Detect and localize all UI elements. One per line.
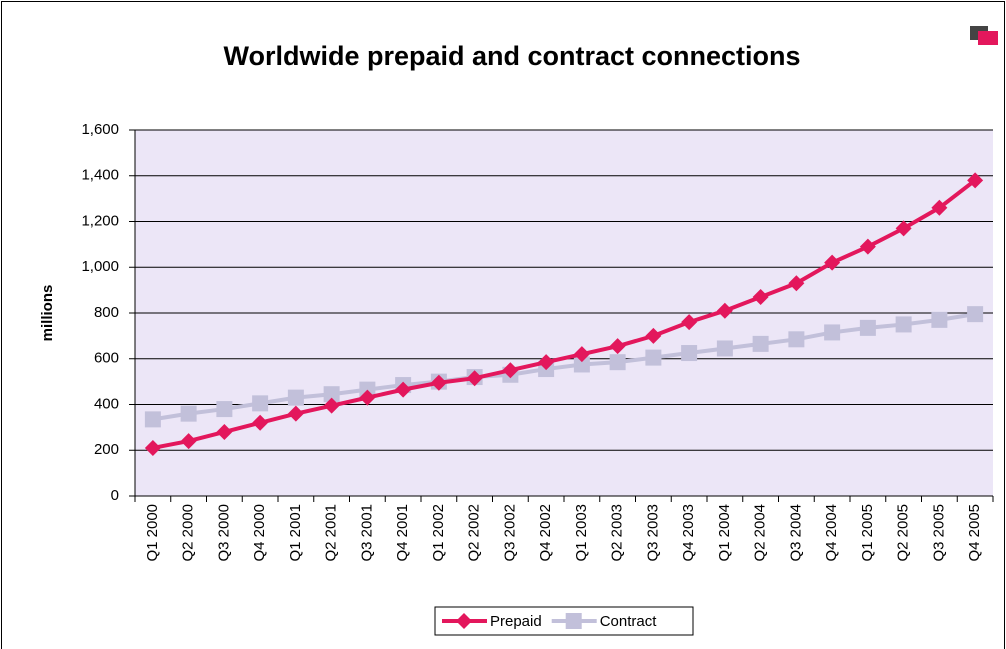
data-point: [752, 335, 769, 352]
x-tick-label: Q4 2001: [394, 504, 411, 562]
data-point: [931, 311, 948, 328]
data-point: [895, 316, 912, 333]
data-point: [359, 381, 376, 398]
y-axis-label: millions: [39, 285, 56, 342]
y-tick-label: 200: [94, 441, 119, 458]
data-point: [144, 411, 161, 428]
y-tick-label: 1,600: [81, 121, 119, 138]
data-point: [859, 319, 876, 336]
data-point: [859, 238, 876, 255]
data-point: [573, 356, 590, 373]
data-point: [287, 405, 304, 422]
data-point: [216, 423, 233, 440]
x-tick-label: Q2 2004: [752, 504, 769, 562]
legend-marker: [456, 613, 472, 629]
data-point: [716, 340, 733, 357]
x-tick-label: Q3 2001: [358, 504, 375, 562]
x-tick-label: Q3 2002: [501, 504, 518, 562]
data-point: [252, 414, 269, 431]
data-point: [180, 405, 197, 422]
data-point: [430, 374, 447, 391]
x-tick-label: Q2 2002: [466, 504, 483, 562]
x-tick-label: Q1 2002: [430, 504, 447, 562]
data-point: [466, 370, 483, 387]
x-tick-label: Q3 2000: [215, 504, 232, 562]
legend-label: Prepaid: [490, 613, 542, 630]
legend: Prepaid Contract: [434, 606, 694, 636]
y-tick-label: 1,000: [81, 258, 119, 275]
data-point: [681, 314, 698, 331]
data-point: [502, 362, 519, 379]
data-point: [144, 439, 161, 456]
data-point: [609, 338, 626, 355]
data-point: [538, 354, 555, 371]
x-tick-label: Q1 2003: [573, 504, 590, 562]
data-point: [931, 199, 948, 216]
x-tick-label: Q4 2005: [966, 504, 983, 562]
y-tick-label: 0: [111, 487, 119, 504]
x-tick-label: Q1 2004: [716, 504, 733, 562]
x-tick-label: Q3 2005: [930, 504, 947, 562]
data-point: [287, 389, 304, 406]
x-tick-label: Q4 2003: [680, 504, 697, 562]
x-tick-label: Q2 2001: [323, 504, 340, 562]
data-point: [681, 345, 698, 362]
data-point: [180, 433, 197, 450]
data-point: [824, 254, 841, 271]
data-point: [645, 327, 662, 344]
chart-title: Worldwide prepaid and contract connectio…: [223, 41, 800, 71]
x-tick-label: Q1 2001: [287, 504, 304, 562]
data-point: [323, 397, 340, 414]
data-point: [752, 288, 769, 305]
x-tick-label: Q4 2002: [537, 504, 554, 562]
x-tick-label: Q4 2000: [251, 504, 268, 562]
data-point: [716, 302, 733, 319]
x-tick-label: Q2 2000: [180, 504, 197, 562]
data-point: [609, 354, 626, 371]
y-tick-label: 1,400: [81, 167, 119, 184]
corner-icon: [970, 26, 998, 45]
x-tick-label: Q1 2000: [144, 504, 161, 562]
y-tick-label: 600: [94, 350, 119, 367]
x-tick-label: Q4 2004: [823, 504, 840, 562]
data-point: [573, 346, 590, 363]
data-point: [252, 395, 269, 412]
data-point: [824, 324, 841, 341]
data-point: [788, 331, 805, 348]
x-tick-label: Q2 2005: [895, 504, 912, 562]
data-point: [788, 275, 805, 292]
data-point: [967, 306, 984, 323]
y-tick-label: 800: [94, 304, 119, 321]
x-tick-label: Q3 2004: [787, 504, 804, 562]
data-point: [323, 386, 340, 403]
legend-marker: [565, 613, 582, 629]
data-point: [967, 172, 984, 189]
legend-label: Contract: [600, 613, 658, 630]
y-tick-label: 1,200: [81, 212, 119, 229]
data-point: [216, 401, 233, 418]
x-tick-label: Q2 2003: [609, 504, 626, 562]
x-tick-label: Q3 2003: [644, 504, 661, 562]
data-point: [645, 349, 662, 366]
y-tick-label: 400: [94, 395, 119, 412]
x-tick-label: Q1 2005: [859, 504, 876, 562]
data-point: [395, 381, 412, 398]
data-point: [895, 220, 912, 237]
data-point: [359, 389, 376, 406]
